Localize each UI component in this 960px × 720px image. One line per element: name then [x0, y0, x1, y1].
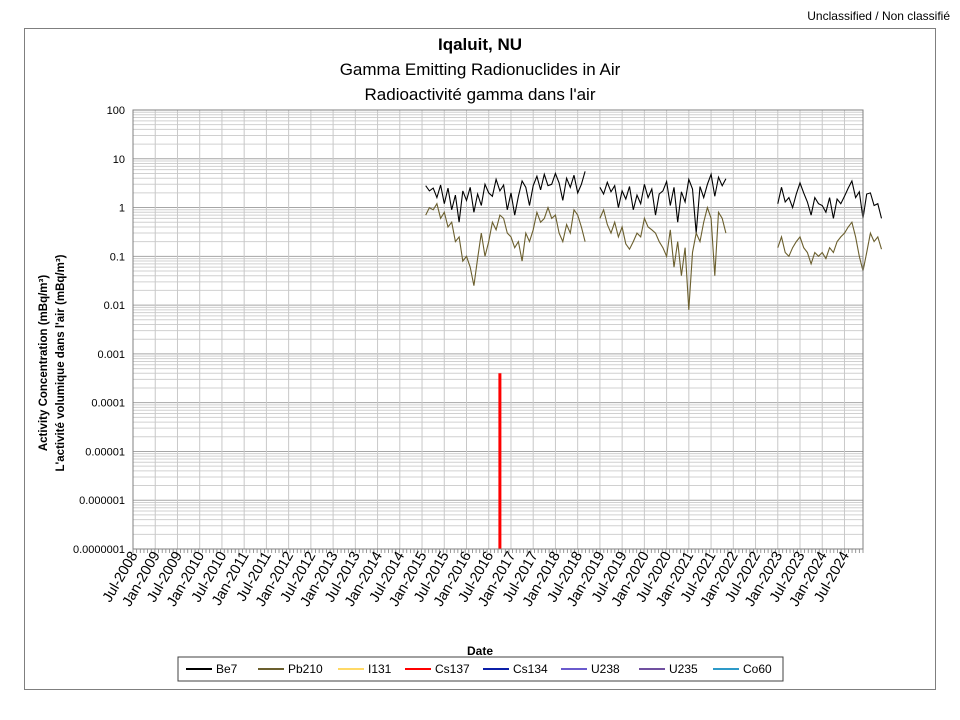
y-tick-label: 0.000001 — [79, 495, 125, 507]
y-tick-label: 0.1 — [110, 251, 125, 263]
series-pb210-line — [599, 205, 727, 310]
series-lines — [425, 171, 883, 549]
y-tick-label: 100 — [107, 105, 125, 117]
chart-subtitle-en: Gamma Emitting Radionuclides in Air — [339, 60, 621, 79]
y-tick-label: 0.001 — [97, 349, 125, 361]
x-tick-labels: Jul-2008Jan-2009Jul-2009Jan-2010Jul-2010… — [100, 549, 853, 609]
legend-label-be7: Be7 — [216, 662, 238, 676]
y-tick-label: 10 — [113, 154, 125, 166]
legend-label-cs134: Cs134 — [513, 662, 548, 676]
y-tick-label: 0.01 — [104, 300, 125, 312]
chart-title: Iqaluit, NU — [437, 35, 523, 54]
legend-label-pb210: Pb210 — [288, 662, 323, 676]
plot-area-border — [132, 109, 864, 550]
series-be7-line — [599, 172, 727, 234]
legend-label-cs137: Cs137 — [435, 662, 470, 676]
axis-ticks — [132, 549, 864, 553]
y-tick-labels: 100 10 1 0.1 0.01 0.001 0.0001 0.00001 0.000001 0… — [73, 105, 125, 556]
series-be7-line — [425, 171, 586, 223]
series-pb210-line — [777, 220, 883, 272]
legend: Be7 Pb210 I131 Cs137 Cs134 U238 U235 Co60 — [186, 662, 772, 676]
y-axis-label-fr: L'activité volumique dans l'air (mBq/m³) — [55, 254, 67, 471]
series-pb210-line — [425, 202, 586, 286]
y-tick-label: 0.0001 — [91, 398, 125, 410]
x-axis-label: Date — [467, 644, 493, 658]
y-tick-label: 1 — [119, 203, 125, 215]
grid-lines — [132, 109, 863, 550]
y-tick-label: 0.00001 — [85, 446, 125, 458]
series-be7-line — [777, 179, 883, 219]
legend-label-i131: I131 — [368, 662, 392, 676]
y-tick-label: 0.0000001 — [73, 544, 125, 556]
legend-label-u235: U235 — [669, 662, 698, 676]
classification-label: Unclassified / Non classifié — [807, 9, 950, 23]
chart-subtitle-fr: Radioactivité gamma dans l'air — [364, 85, 596, 104]
legend-label-u238: U238 — [591, 662, 620, 676]
legend-label-co60: Co60 — [743, 662, 772, 676]
chart-frame — [24, 28, 936, 690]
y-axis-label-en: Activity Concentration (mBq/m³) — [38, 275, 50, 452]
